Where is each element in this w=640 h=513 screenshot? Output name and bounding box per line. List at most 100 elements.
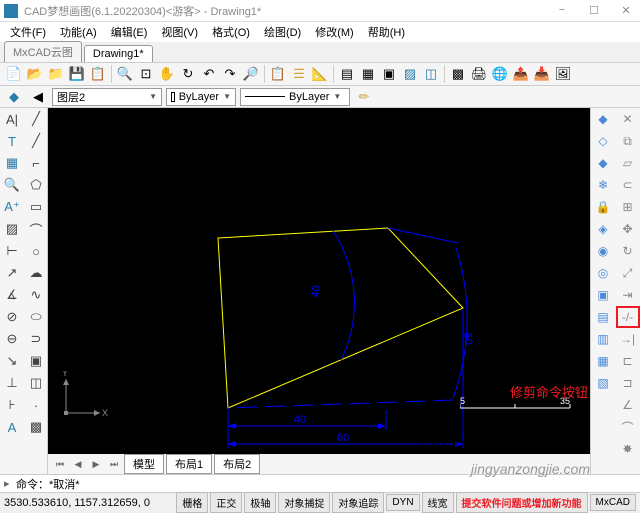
revcloud-icon[interactable]: ☁	[24, 262, 48, 284]
print-icon[interactable]: 🖨	[469, 64, 489, 84]
web-icon[interactable]: 🌐	[490, 64, 510, 84]
redo-icon[interactable]: ↷	[220, 64, 240, 84]
tab-layout1[interactable]: 布局1	[166, 454, 212, 474]
tab-next-icon[interactable]: ▶	[88, 456, 104, 472]
rotate-icon[interactable]: ↻	[616, 240, 640, 262]
measure-icon[interactable]: 📐	[310, 64, 330, 84]
layer-f-icon[interactable]: ▥	[591, 328, 615, 350]
ellipse-icon[interactable]: ⬭	[24, 306, 48, 328]
scale-icon[interactable]: ⤢	[616, 262, 640, 284]
linetype-icon[interactable]: ▦	[358, 64, 378, 84]
dim-radius-icon[interactable]: ⊘	[0, 306, 24, 328]
menu-help[interactable]: 帮助(H)	[362, 22, 411, 42]
sb-dyn[interactable]: DYN	[386, 494, 419, 511]
join-icon[interactable]: ⊐	[616, 372, 640, 394]
tab-last-icon[interactable]: ⏭	[106, 456, 122, 472]
sb-logo[interactable]: MxCAD	[590, 494, 636, 511]
mtext-icon[interactable]: A	[0, 416, 24, 438]
layer-h-icon[interactable]: ▧	[591, 372, 615, 394]
stretch-icon[interactable]: ⇥	[616, 284, 640, 306]
sb-otrack[interactable]: 对象追踪	[332, 492, 384, 513]
layer-d-icon[interactable]: ▣	[591, 284, 615, 306]
hatch2-icon[interactable]: ▨	[0, 218, 24, 240]
trim-icon[interactable]: -/-	[616, 306, 640, 328]
menu-modify[interactable]: 修改(M)	[309, 22, 360, 42]
layer-prev-icon[interactable]: ◀	[28, 87, 48, 107]
zoom-window-icon[interactable]: 🔍	[115, 64, 135, 84]
layer-g-icon[interactable]: ▦	[591, 350, 615, 372]
layer-a-icon[interactable]: ◈	[591, 218, 615, 240]
color-picker-icon[interactable]: ✏	[354, 87, 374, 107]
tab-first-icon[interactable]: ⏮	[52, 456, 68, 472]
mirror-icon[interactable]: ▱	[616, 152, 640, 174]
open-icon[interactable]: 📂	[25, 64, 45, 84]
chamfer-icon[interactable]: ∠	[616, 394, 640, 416]
tab-model[interactable]: 模型	[124, 454, 164, 474]
tab-prev-icon[interactable]: ◀	[70, 456, 86, 472]
save-icon[interactable]: 💾	[67, 64, 87, 84]
sb-grid[interactable]: 栅格	[176, 492, 208, 513]
dim-continue-icon[interactable]: ⊦	[0, 394, 24, 416]
arc-icon[interactable]: ⌒	[24, 218, 48, 240]
layer-manager-icon[interactable]: ◆	[4, 87, 24, 107]
menu-edit[interactable]: 编辑(E)	[105, 22, 154, 42]
open2-icon[interactable]: 📁	[46, 64, 66, 84]
layer-unhide-icon[interactable]: ◇	[591, 130, 615, 152]
layer-c-icon[interactable]: ◎	[591, 262, 615, 284]
polyline-icon[interactable]: ⌐	[24, 152, 48, 174]
zoom-realtime-icon[interactable]: 🔎	[241, 64, 261, 84]
layers-icon[interactable]: ▤	[337, 64, 357, 84]
sb-ortho[interactable]: 正交	[210, 492, 242, 513]
extend-icon[interactable]: →|	[616, 328, 640, 350]
layer-b-icon[interactable]: ◉	[591, 240, 615, 262]
table-icon[interactable]: ▦	[0, 152, 24, 174]
tab-layout2[interactable]: 布局2	[214, 454, 260, 474]
copy-icon[interactable]: ⧉	[616, 130, 640, 152]
style-icon[interactable]: ▨	[400, 64, 420, 84]
menu-view[interactable]: 视图(V)	[155, 22, 204, 42]
find-icon[interactable]: 🔍	[0, 174, 24, 196]
color-dropdown[interactable]: ByLayer ▼	[166, 88, 236, 106]
maximize-button[interactable]: ☐	[584, 4, 604, 17]
block-make-icon[interactable]: ◫	[24, 372, 48, 394]
layer-iso-icon[interactable]: ◆	[591, 108, 615, 130]
drawing-canvas[interactable]: 40 50 40 60	[48, 108, 590, 454]
line-icon[interactable]: ╱	[24, 108, 48, 130]
fillet-icon[interactable]: ⌒	[616, 416, 640, 438]
dim-ordinate-icon[interactable]: ⊥	[0, 372, 24, 394]
doc-tab-cloud[interactable]: MxCAD云图	[4, 41, 82, 62]
zoom-extents-icon[interactable]: ⊡	[136, 64, 156, 84]
break-icon[interactable]: ⊏	[616, 350, 640, 372]
rectangle-icon[interactable]: ▭	[24, 196, 48, 218]
polygon-icon[interactable]: ⬠	[24, 174, 48, 196]
doc-tab-drawing1[interactable]: Drawing1*	[84, 45, 153, 62]
sb-feedback[interactable]: 提交软件问题或增加新功能	[456, 492, 588, 513]
close-button[interactable]: ✕	[616, 4, 636, 17]
list-icon[interactable]: ☰	[289, 64, 309, 84]
menu-draw[interactable]: 绘图(D)	[258, 22, 307, 42]
erase-icon[interactable]: ✕	[616, 108, 640, 130]
sb-osnap[interactable]: 对象捕捉	[278, 492, 330, 513]
spline-icon[interactable]: ∿	[24, 284, 48, 306]
access-icon[interactable]: ▣	[379, 64, 399, 84]
dim-diameter-icon[interactable]: ⊖	[0, 328, 24, 350]
text-icon[interactable]: T	[0, 130, 24, 152]
leader-icon[interactable]: ↘	[0, 350, 24, 372]
image-icon[interactable]: 🖼	[553, 64, 573, 84]
replace-icon[interactable]: A⁺	[0, 196, 24, 218]
export-icon[interactable]: 📤	[511, 64, 531, 84]
linetype-dropdown[interactable]: ByLayer ▼	[240, 88, 350, 106]
offset-icon[interactable]: ⊂	[616, 174, 640, 196]
dim-linear-icon[interactable]: ⊢	[0, 240, 24, 262]
text-a-icon[interactable]: A|	[0, 108, 24, 130]
point-icon[interactable]: ·	[24, 394, 48, 416]
dim-angular-icon[interactable]: ∡	[0, 284, 24, 306]
layer-dropdown[interactable]: 图层2 ▼	[52, 88, 162, 106]
dim-aligned-icon[interactable]: ↗	[0, 262, 24, 284]
undo-icon[interactable]: ↶	[199, 64, 219, 84]
move-icon[interactable]: ✥	[616, 218, 640, 240]
sb-lwt[interactable]: 线宽	[422, 492, 454, 513]
explode-icon[interactable]: ✸	[616, 438, 640, 460]
block-insert-icon[interactable]: ▣	[24, 350, 48, 372]
rotate-view-icon[interactable]: ↻	[178, 64, 198, 84]
